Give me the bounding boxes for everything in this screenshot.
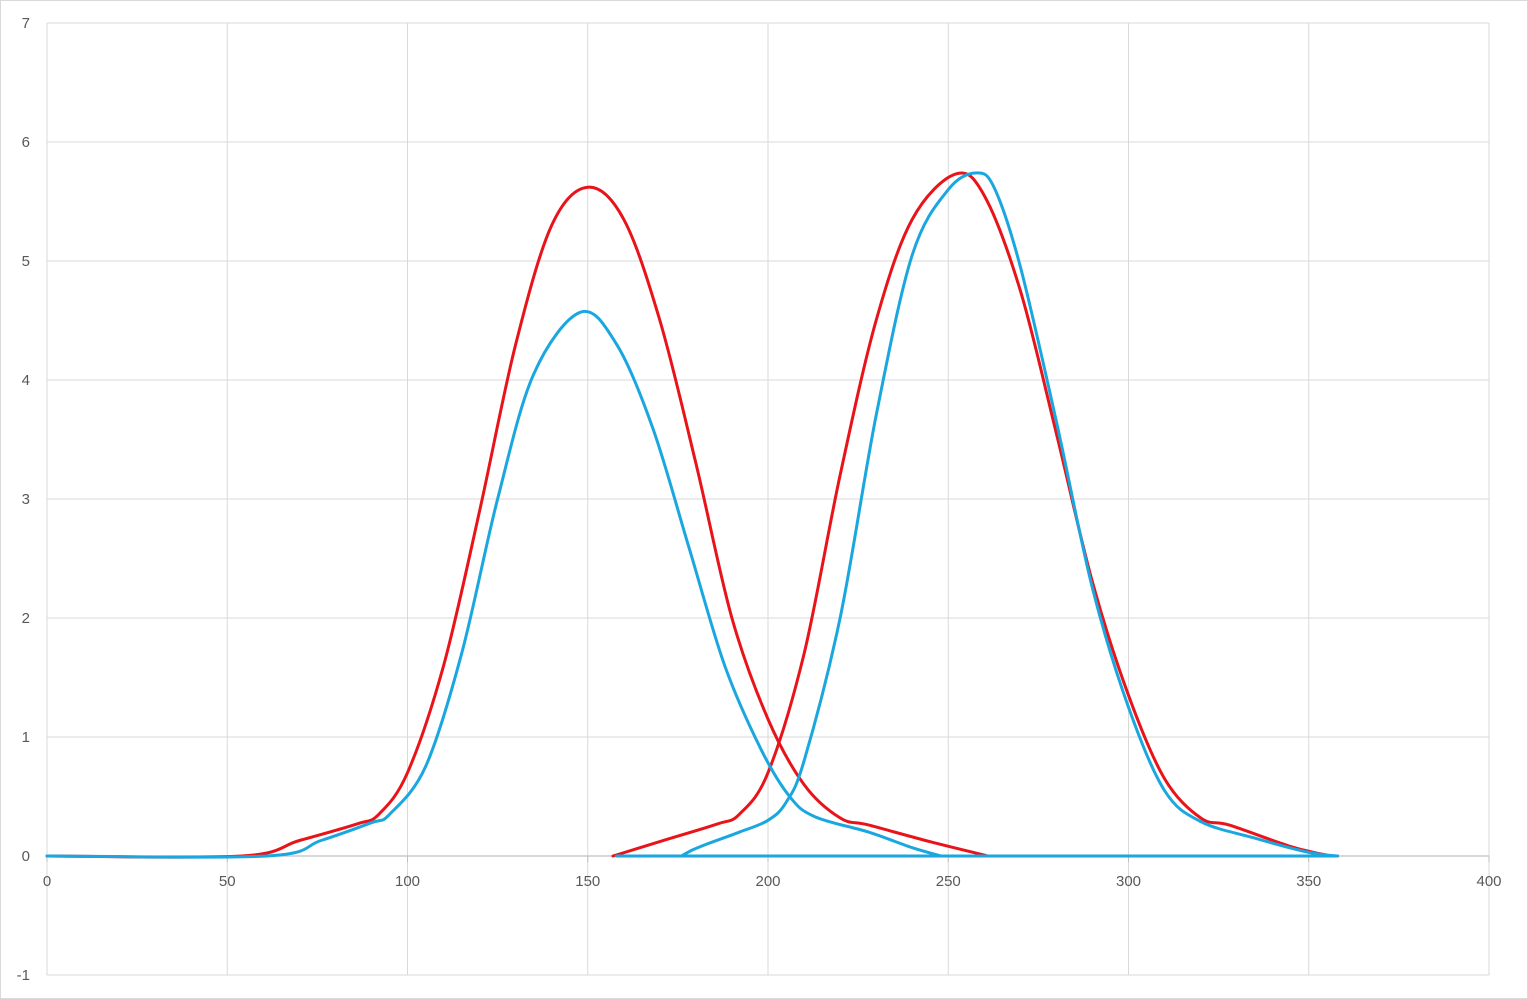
- y-tick-label: 2: [22, 610, 30, 627]
- y-tick-label: 5: [22, 253, 30, 270]
- x-tick-label: 50: [219, 873, 236, 890]
- x-tick-label: 300: [1116, 873, 1141, 890]
- y-tick-label: 4: [22, 372, 30, 389]
- series-line-3: [45, 309, 943, 859]
- x-tick-label: 250: [936, 873, 961, 890]
- grid-lines: [46, 22, 1490, 976]
- y-tick-label: 3: [22, 491, 30, 508]
- y-tick-label: 7: [22, 15, 30, 32]
- x-tick-label: 350: [1296, 873, 1321, 890]
- x-tick-label: 100: [395, 873, 420, 890]
- y-tick-label: 0: [22, 848, 30, 865]
- x-tick-label: 200: [755, 873, 780, 890]
- series-lines: [45, 171, 1340, 859]
- series-line-4: [680, 171, 1340, 858]
- x-tick-label: 0: [43, 873, 51, 890]
- series-line-2: [611, 171, 1332, 858]
- tick-labels: 0 50 100 150 200 250 300 350 400 -1 0 1 2 3 4 5 6 7: [17, 15, 1502, 984]
- series-line-1: [45, 185, 990, 859]
- x-tick-label: 150: [575, 873, 600, 890]
- y-tick-label: -1: [17, 967, 30, 984]
- x-tick-label: 400: [1476, 873, 1501, 890]
- y-tick-label: 1: [22, 729, 30, 746]
- y-tick-label: 6: [22, 134, 30, 151]
